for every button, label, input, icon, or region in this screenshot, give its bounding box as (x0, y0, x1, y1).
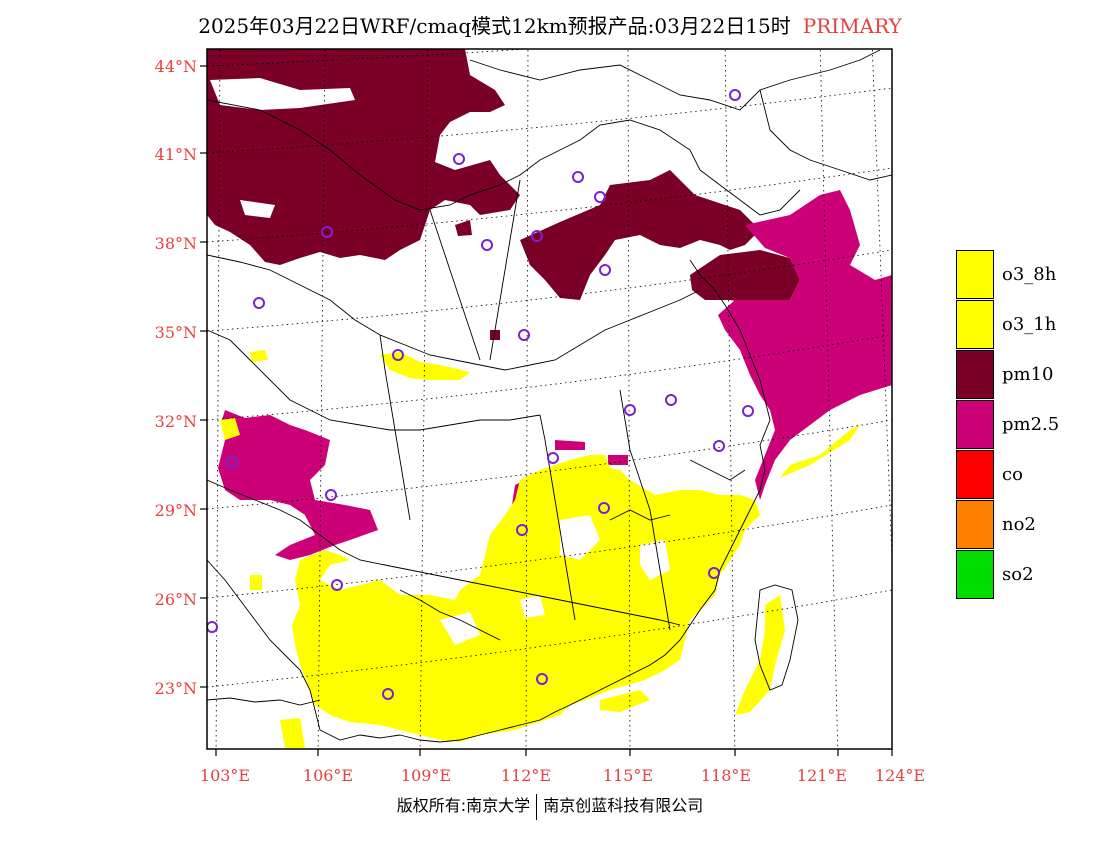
legend-item-pm10: pm10 (956, 349, 1076, 399)
legend-swatch (956, 249, 994, 299)
footer-right: 南京创蓝科技有限公司 (543, 796, 704, 815)
copyright-footer: 版权所有:南京大学 南京创蓝科技有限公司 (0, 792, 1100, 820)
legend-item-so2: so2 (956, 549, 1076, 599)
station-marker (729, 89, 741, 101)
legend-label: co (1002, 463, 1023, 485)
legend-swatch (956, 399, 994, 449)
legend-label: o3_8h (1002, 263, 1057, 285)
lat-label: 26°N (155, 590, 197, 609)
footer-left: 版权所有:南京大学 (396, 796, 531, 815)
title-main: 2025年03月22日WRF/cmaq模式12km预报产品:03月22日15时 (198, 14, 791, 38)
lon-label: 118°E (701, 766, 751, 785)
lon-label: 103°E (200, 766, 250, 785)
legend-swatch (956, 549, 994, 599)
title-tag: PRIMARY (802, 14, 902, 38)
legend-swatch (956, 499, 994, 549)
station-marker (713, 440, 725, 452)
legend: o3_8h o3_1h pm10 pm2.5 co no2 so2 (956, 249, 1076, 599)
legend-swatch (956, 349, 994, 399)
map-frame (206, 48, 893, 750)
station-marker (392, 349, 404, 361)
station-markers (207, 89, 754, 700)
footer-separator (536, 793, 538, 820)
lon-axis: 103°E 106°E 109°E 112°E 115°E 118°E 121°… (200, 766, 925, 785)
lat-label: 41°N (155, 145, 197, 164)
legend-label: no2 (1002, 513, 1036, 535)
lat-ticks (200, 65, 207, 688)
lat-label: 44°N (155, 57, 197, 76)
lon-label: 112°E (501, 766, 551, 785)
station-marker (531, 230, 543, 242)
station-marker (516, 524, 528, 536)
legend-label: pm10 (1002, 363, 1054, 385)
station-marker (207, 621, 218, 633)
station-marker (594, 191, 606, 203)
lat-label: 35°N (155, 323, 197, 342)
legend-swatch (956, 299, 994, 349)
station-marker (453, 153, 465, 165)
lat-axis: 44°N 41°N 38°N 35°N 32°N 29°N 26°N 23°N (155, 57, 197, 698)
station-marker (331, 579, 343, 591)
lon-ticks (215, 749, 893, 756)
lat-label: 32°N (155, 412, 197, 431)
map-plot-area (207, 49, 892, 749)
station-marker (226, 456, 238, 468)
legend-label: so2 (1002, 563, 1034, 585)
chart-title: 2025年03月22日WRF/cmaq模式12km预报产品:03月22日15时 P… (0, 10, 1100, 39)
legend-item-co: co (956, 449, 1076, 499)
legend-label: pm2.5 (1002, 413, 1060, 435)
station-marker (547, 452, 559, 464)
lat-label: 23°N (155, 679, 197, 698)
station-marker (708, 567, 720, 579)
station-marker (624, 404, 636, 416)
station-marker (599, 264, 611, 276)
legend-item-pm25: pm2.5 (956, 399, 1076, 449)
pm10-gaps (210, 78, 355, 218)
lon-label: 109°E (401, 766, 451, 785)
lon-label: 106°E (303, 766, 353, 785)
legend-item-no2: no2 (956, 499, 1076, 549)
station-marker (572, 171, 584, 183)
station-marker (321, 226, 333, 238)
legend-item-o3-8h: o3_8h (956, 249, 1076, 299)
lon-label: 115°E (603, 766, 653, 785)
station-marker (742, 405, 754, 417)
legend-item-o3-1h: o3_1h (956, 299, 1076, 349)
station-marker (665, 394, 677, 406)
station-marker (382, 688, 394, 700)
station-marker (536, 673, 548, 685)
station-marker (253, 297, 265, 309)
legend-swatch (956, 449, 994, 499)
province-boundaries (207, 49, 892, 743)
station-marker (325, 489, 337, 501)
station-marker (598, 502, 610, 514)
station-marker (518, 329, 530, 341)
lon-label: 121°E (797, 766, 847, 785)
station-marker (481, 239, 493, 251)
lon-label: 124°E (875, 766, 925, 785)
lat-label: 29°N (155, 501, 197, 520)
graticule (207, 49, 892, 749)
legend-label: o3_1h (1002, 313, 1057, 335)
lat-label: 38°N (155, 234, 197, 253)
